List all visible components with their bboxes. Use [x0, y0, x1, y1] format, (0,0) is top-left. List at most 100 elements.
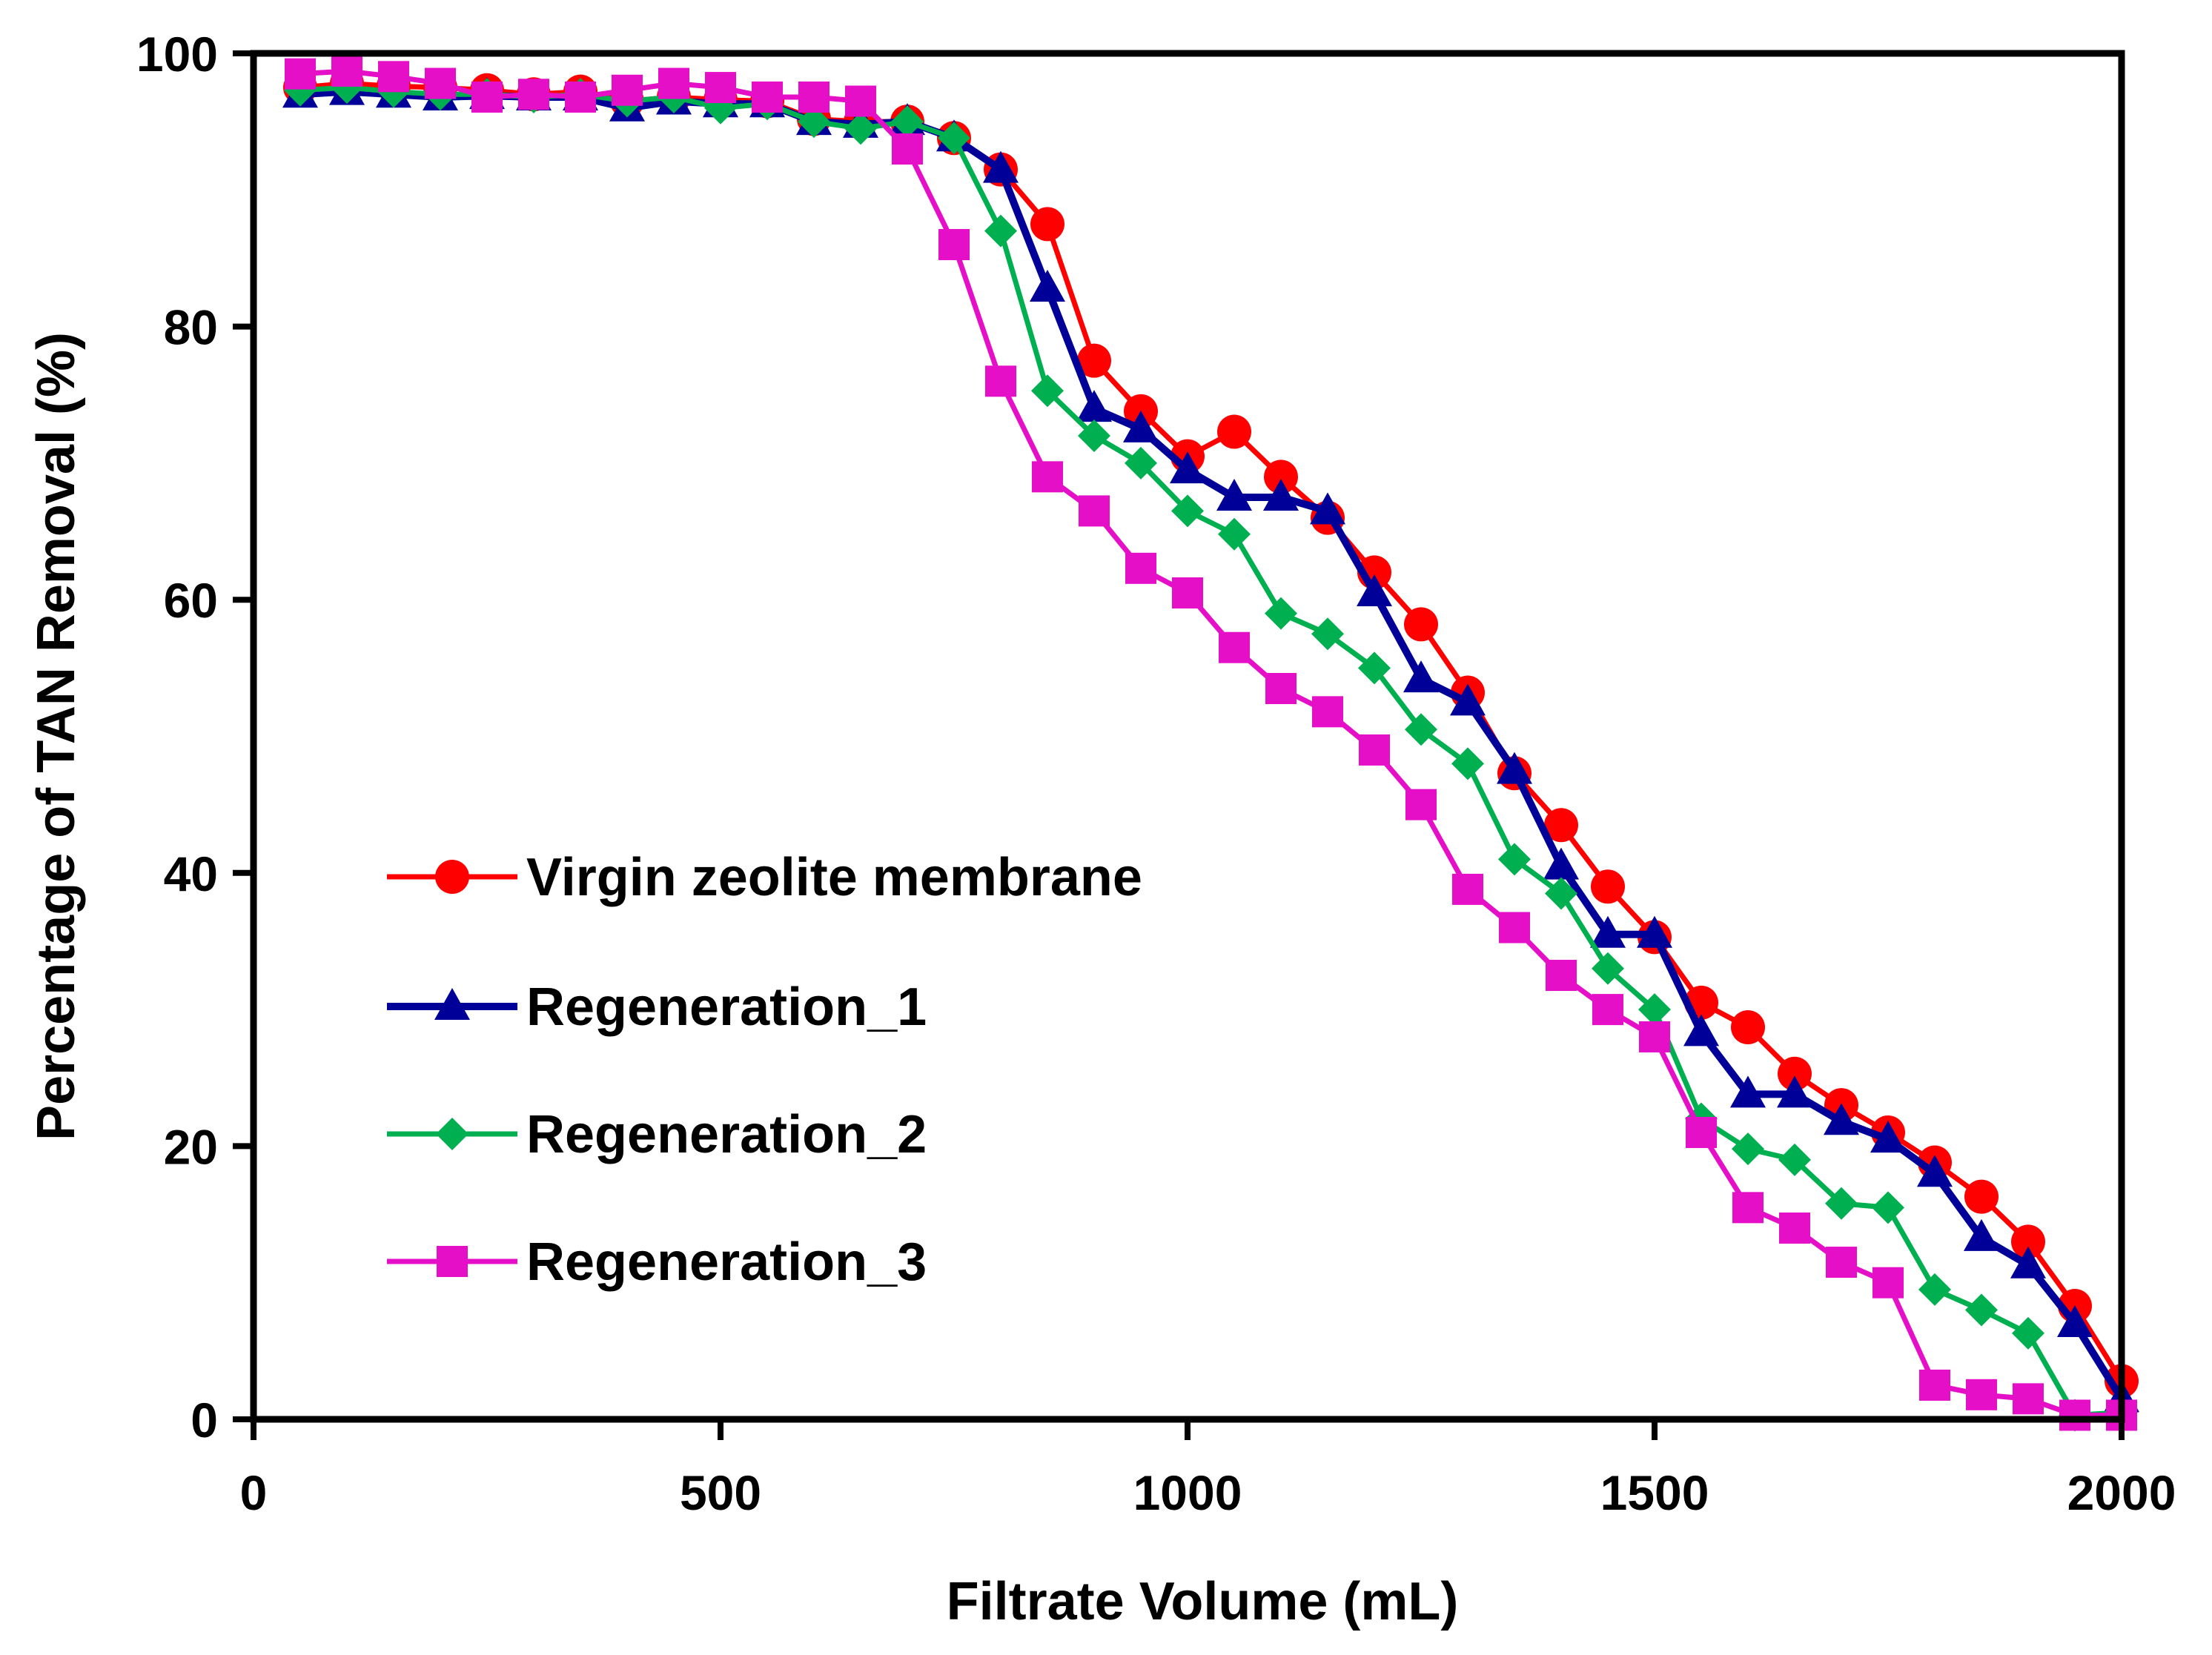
data-point — [1543, 847, 1579, 880]
data-point — [1452, 873, 1483, 905]
data-point — [983, 150, 1019, 183]
data-point — [1265, 672, 1297, 704]
legend-marker — [437, 1246, 468, 1277]
data-point — [1499, 912, 1530, 943]
data-point — [1030, 207, 1064, 242]
data-point — [1731, 1010, 1765, 1045]
data-point — [1172, 577, 1203, 608]
x-tick-label: 1500 — [1600, 1465, 1709, 1520]
x-tick-label: 2000 — [2067, 1465, 2176, 1520]
legend-label: Virgin zeolite membrane — [526, 848, 1142, 907]
data-point — [1403, 660, 1439, 693]
data-point — [1545, 877, 1577, 910]
legend: Virgin zeolite membrane Regeneration_1 Reg… — [387, 848, 1142, 1292]
data-point — [1917, 1155, 1953, 1187]
legend-item: Virgin zeolite membrane — [387, 848, 1142, 907]
data-point — [1826, 1247, 1857, 1278]
data-point — [1730, 1075, 1766, 1108]
data-point — [1125, 552, 1156, 584]
legend-item: Regeneration_3 — [387, 1233, 927, 1292]
data-point — [1451, 747, 1484, 780]
data-point — [1778, 1143, 1811, 1176]
data-point — [378, 61, 409, 93]
data-point — [985, 365, 1016, 397]
x-tick-label: 1000 — [1133, 1465, 1242, 1520]
data-point — [1216, 478, 1252, 511]
y-tick-label: 100 — [136, 27, 218, 82]
data-point — [2011, 1224, 2045, 1259]
legend-marker — [434, 988, 470, 1020]
data-point — [1732, 1132, 1764, 1166]
data-point — [2059, 1399, 2090, 1431]
data-point — [1031, 374, 1064, 408]
data-point — [1264, 460, 1298, 494]
data-point — [1497, 752, 1532, 784]
data-point — [752, 81, 783, 113]
data-point — [798, 81, 830, 113]
data-point — [1218, 517, 1251, 551]
data-point — [2012, 1316, 2044, 1350]
data-point — [1639, 1021, 1670, 1052]
data-point — [892, 133, 923, 165]
data-point — [1405, 713, 1437, 746]
data-point — [1405, 789, 1437, 820]
data-point — [1498, 843, 1531, 876]
legend-label: Regeneration_3 — [526, 1233, 927, 1292]
legend-item: Regeneration_2 — [387, 1105, 927, 1164]
data-point — [1637, 915, 1672, 948]
series-line — [299, 84, 2122, 1418]
data-point — [1966, 1379, 1997, 1410]
data-point — [1638, 993, 1671, 1027]
data-point — [1358, 651, 1391, 685]
y-tick-label: 0 — [191, 1393, 218, 1447]
legend-marker — [435, 860, 469, 894]
data-point — [1125, 446, 1157, 480]
data-point — [1872, 1267, 1904, 1299]
data-point — [285, 58, 316, 90]
data-point — [1964, 1218, 1999, 1251]
data-point — [1312, 696, 1343, 728]
data-point — [1825, 1187, 1858, 1220]
axes: 0 500 1000 1500 2000 0 20 40 60 80 100 — [136, 27, 2176, 1520]
data-point — [1870, 1121, 1906, 1153]
data-point — [1078, 419, 1110, 453]
y-tick-label: 20 — [164, 1119, 218, 1174]
data-point — [984, 214, 1017, 248]
series-line — [299, 68, 2122, 1418]
data-point — [565, 81, 596, 113]
data-point — [1079, 495, 1110, 527]
data-point — [1686, 1116, 1717, 1148]
data-point — [471, 81, 503, 113]
data-point — [425, 67, 456, 99]
plot-area — [282, 55, 2139, 1432]
data-point — [1359, 734, 1390, 766]
data-point — [1170, 451, 1205, 484]
legend-label: Regeneration_1 — [526, 978, 927, 1037]
data-point — [1872, 1191, 1904, 1224]
series-line — [299, 81, 2124, 1383]
data-point — [1592, 952, 1624, 985]
data-point — [612, 74, 643, 106]
series-regeneration-1 — [282, 73, 2139, 1413]
data-point — [1310, 492, 1345, 525]
y-tick-label: 40 — [164, 846, 218, 901]
x-tick-label: 0 — [240, 1465, 268, 1520]
data-point — [1076, 390, 1112, 422]
data-point — [1311, 617, 1344, 651]
data-point — [1824, 1103, 1859, 1135]
data-point — [1778, 1056, 1812, 1091]
data-point — [1404, 607, 1438, 642]
data-point — [331, 55, 362, 87]
data-point — [705, 72, 736, 104]
data-point — [1030, 269, 1065, 302]
y-axis-title: Percentage of TAN Removal (%) — [27, 332, 86, 1141]
data-point — [1590, 915, 1626, 948]
data-point — [1263, 478, 1299, 511]
data-point — [1032, 461, 1063, 493]
data-point — [938, 122, 970, 155]
legend-marker — [436, 1118, 468, 1150]
data-point — [845, 85, 876, 117]
legend-label: Regeneration_2 — [526, 1105, 927, 1164]
